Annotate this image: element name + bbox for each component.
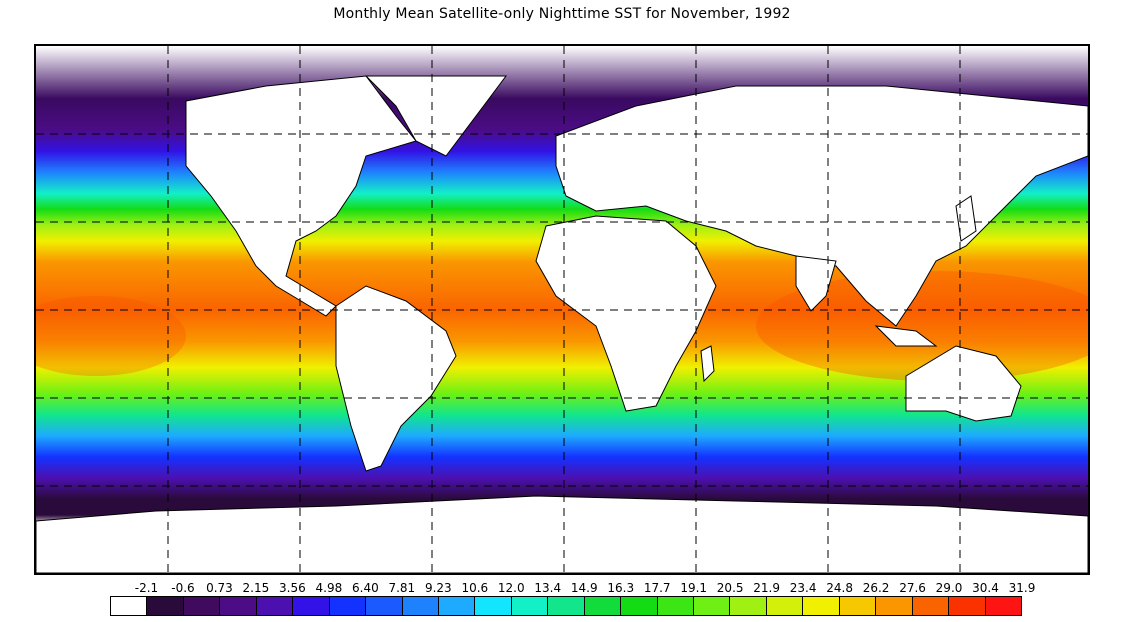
colorbar-swatch [147,597,184,615]
colorbar-swatch [111,597,148,615]
south-america [335,285,457,472]
graticule [36,46,1088,573]
colorbar-tick-label: 9.23 [424,581,452,595]
sst-map [34,44,1090,575]
colorbar-swatch [621,597,658,615]
colorbar-swatch [438,597,476,615]
sst-map-canvas [36,46,1088,573]
colorbar-tick-label: 17.7 [643,581,671,595]
colorbar-tick-label: 4.98 [315,581,343,595]
colorbar-tick-label: 10.6 [461,581,489,595]
colorbar-swatch [803,597,840,615]
land-masses [36,75,1088,573]
colorbar-swatch [366,597,403,615]
colorbar-tick-label: 3.56 [279,581,306,595]
colorbar-swatch [985,597,1021,615]
colorbar-tick-label: 0.73 [206,581,233,595]
antarctica [36,495,1088,573]
colorbar-swatch [220,597,257,615]
australia [905,345,1022,422]
colorbar-tick-label: 21.9 [753,581,780,595]
colorbar-swatch [329,597,367,615]
colorbar-tick-label: 16.3 [607,581,635,595]
warm-pool-central-pacific [36,296,186,376]
colorbar [110,596,1022,616]
colorbar-swatch [511,597,549,615]
colorbar-swatch [839,597,877,615]
colorbar-tick-label: 30.4 [972,581,999,595]
colorbar-swatch [548,597,585,615]
colorbar-tick-label: 6.40 [352,581,379,595]
colorbar-tick-label: 23.4 [789,581,817,595]
india [795,255,837,312]
colorbar-swatch [293,597,330,615]
map-title: Monthly Mean Satellite-only Nighttime SS… [333,6,791,22]
colorbar-tick-label: 2.15 [242,581,270,595]
colorbar-tick-label: 29.0 [935,581,963,595]
indonesia [874,325,938,347]
colorbar-swatch [694,597,731,615]
colorbar-tick-label: 12.0 [497,581,525,595]
colorbar-swatch [402,597,439,615]
colorbar-tick-label: 31.9 [1008,581,1036,595]
colorbar-tick-label: 13.4 [534,581,562,595]
colorbar-tick-label: 26.2 [862,581,890,595]
colorbar-tick-label: 27.6 [899,581,926,595]
colorbar-swatch [657,597,694,615]
africa [535,215,717,412]
madagascar [700,345,715,383]
greenland [364,75,507,157]
colorbar-tick-label: 20.5 [716,581,744,595]
colorbar-swatch [876,597,913,615]
colorbar-swatch [912,597,950,615]
colorbar-tick-label: 7.81 [388,581,416,595]
colorbar-swatch [584,597,622,615]
colorbar-swatch [766,597,804,615]
colorbar-tick-label: 14.9 [570,581,598,595]
colorbar-swatch [475,597,512,615]
warm-pool-west-pacific [756,271,1088,381]
eurasia [555,85,1088,327]
colorbar-swatch [183,597,221,615]
colorbar-tick-label: -2.1 [134,581,159,595]
colorbar-tick-label: -0.6 [171,581,195,595]
north-america [185,75,417,317]
colorbar-swatch [730,597,767,615]
colorbar-tick-label: 19.1 [680,581,708,595]
colorbar-swatch [949,597,986,615]
colorbar-swatch [256,597,294,615]
colorbar-tick-label: 24.8 [826,581,853,595]
japan [955,195,977,242]
